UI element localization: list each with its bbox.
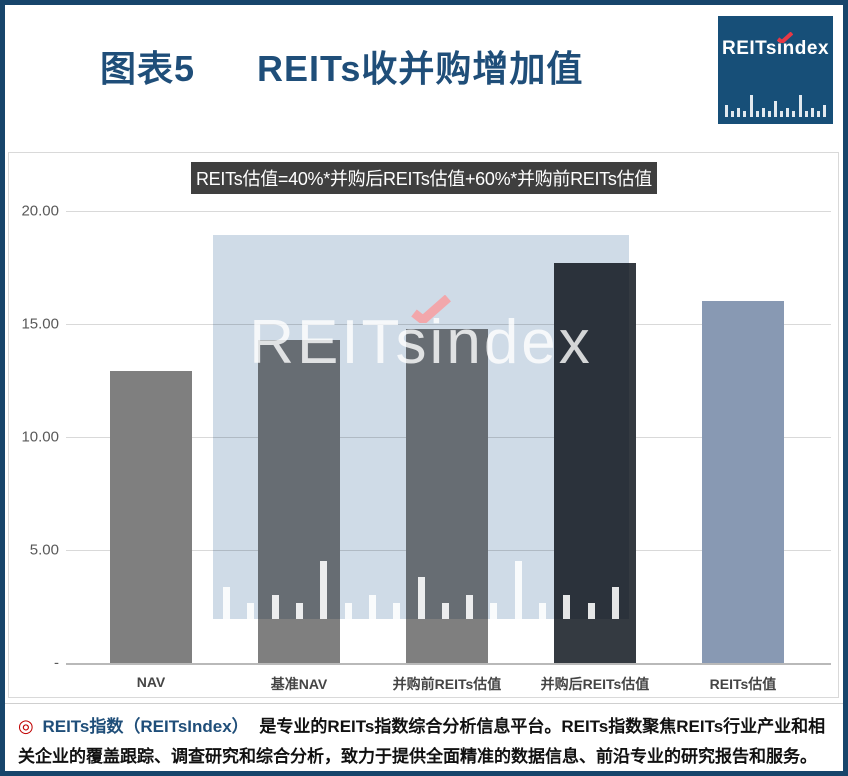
- ruler-tick: [749, 95, 753, 117]
- logo-ruler-icon: [725, 95, 826, 117]
- ruler-tick: [823, 105, 826, 117]
- gridline: [66, 211, 831, 212]
- y-tick-label: -: [54, 654, 59, 672]
- x-tick-label: NAV: [136, 674, 166, 690]
- page-title: REITs收并购增加值: [257, 48, 584, 89]
- x-tick-label: REITs估值: [709, 676, 777, 692]
- footer-description: ◎ REITs指数（REITsIndex） 是专业的REITs指数综合分析信息平…: [5, 703, 843, 771]
- y-tick-label: 15.00: [21, 315, 59, 333]
- chart-panel: REITs估值=40%*并购后REITs估值+60%*并购前REITs估值 - 5…: [8, 152, 839, 698]
- chart-number-label: 图表5: [100, 48, 196, 89]
- ruler-tick: [737, 108, 741, 117]
- y-tick-label: 10.00: [21, 428, 59, 446]
- ruler-tick: [761, 108, 765, 117]
- ruler-tick: [774, 101, 777, 117]
- x-axis-line: [66, 663, 831, 665]
- ruler-tick: [792, 111, 796, 117]
- y-tick-label: 5.00: [29, 541, 59, 559]
- x-tick-label: 并购后REITs估值: [540, 676, 650, 692]
- logo-check-icon: [777, 32, 793, 43]
- ruler-tick: [816, 111, 820, 117]
- watermark-background: [213, 235, 629, 619]
- ruler-tick: [786, 108, 790, 117]
- chart-header: 图表5 REITs收并购增加值: [100, 40, 583, 92]
- ruler-tick: [780, 111, 784, 117]
- ruler-tick: [804, 111, 808, 117]
- ruler-tick: [725, 105, 728, 117]
- formula-annotation: REITs估值=40%*并购后REITs估值+60%*并购前REITs估值: [191, 162, 657, 194]
- ruler-tick: [767, 111, 771, 117]
- footer-text: ◎ REITs指数（REITsIndex） 是专业的REITs指数综合分析信息平…: [18, 711, 830, 771]
- ruler-tick: [755, 111, 759, 117]
- footer-brand: REITs指数（REITsIndex）: [42, 717, 249, 736]
- ruler-tick: [810, 108, 814, 117]
- footer-body: 是专业的REITs指数综合分析信息平台。REITs指数聚焦REITs行业产业和相…: [18, 717, 826, 766]
- logo-brand-text: REITsindex: [721, 38, 830, 59]
- ruler-tick: [743, 111, 747, 117]
- ruler-tick: [731, 111, 735, 117]
- ruler-tick: [798, 95, 802, 117]
- bullseye-icon: ◎: [18, 716, 34, 736]
- bar-5: [702, 301, 784, 663]
- x-tick-label: 并购前REITs估值: [392, 676, 502, 692]
- reitsindex-logo: REITsindex: [718, 16, 833, 124]
- bar-1: [110, 371, 192, 663]
- y-tick-label: 20.00: [21, 202, 59, 220]
- x-tick-label: 基准NAV: [270, 676, 328, 692]
